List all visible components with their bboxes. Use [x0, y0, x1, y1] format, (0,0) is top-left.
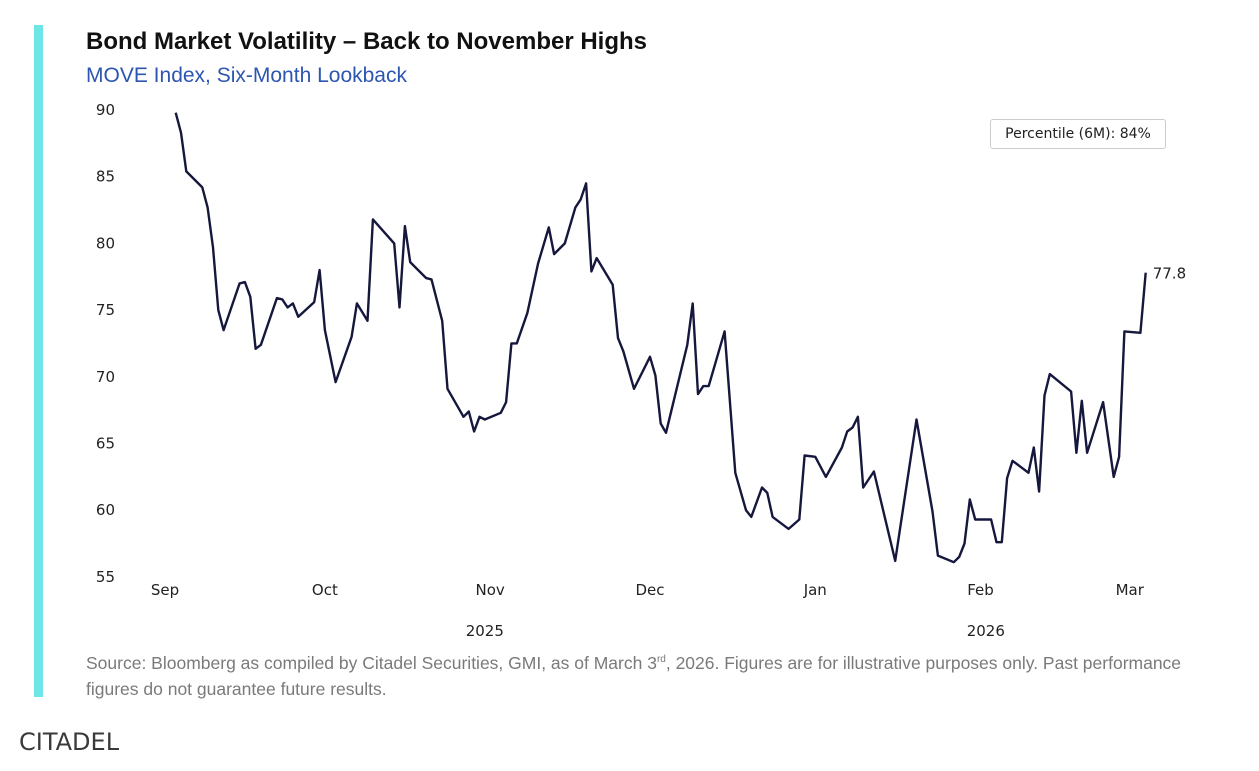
- y-tick-label: 70: [96, 368, 115, 386]
- y-tick-label: 65: [96, 435, 115, 453]
- accent-bar: [34, 25, 43, 697]
- x-tick-label: Mar: [1116, 581, 1145, 599]
- x-tick-label: Oct: [312, 581, 338, 599]
- y-tick-label: 60: [96, 501, 115, 519]
- y-axis: 55 60 65 70 75 80 85 90: [96, 101, 115, 586]
- source-text: Source: Bloomberg as compiled by Citadel…: [86, 652, 657, 673]
- chart-subtitle: MOVE Index, Six-Month Lookback: [86, 64, 407, 87]
- x-tick-label: Dec: [636, 581, 665, 599]
- year-labels: 2025 2026: [466, 622, 1005, 640]
- y-tick-label: 80: [96, 234, 115, 252]
- source-superscript: rd: [656, 654, 666, 665]
- x-tick-label: Sep: [151, 581, 179, 599]
- year-label: 2025: [466, 622, 504, 640]
- end-value-label: 77.8: [1153, 265, 1186, 283]
- x-tick-label: Nov: [475, 581, 504, 599]
- x-tick-label: Feb: [967, 581, 994, 599]
- y-tick-label: 75: [96, 301, 115, 319]
- source-text-rest: , 2026. Figures are for illustrative pur…: [86, 652, 1182, 699]
- citadel-logo: CITADEL: [19, 728, 120, 756]
- year-label: 2026: [967, 622, 1005, 640]
- percentile-legend: Percentile (6M): 84%: [990, 119, 1166, 149]
- x-axis: Sep Oct Nov Dec Jan Feb Mar: [151, 581, 1145, 599]
- source-note: Source: Bloomberg as compiled by Citadel…: [86, 647, 1216, 702]
- series-line-move-index: [174, 112, 1147, 564]
- x-tick-label: Jan: [803, 581, 827, 599]
- y-tick-label: 90: [96, 101, 115, 119]
- y-tick-label: 55: [96, 568, 115, 586]
- chart-title: Bond Market Volatility – Back to Novembe…: [86, 28, 648, 55]
- y-tick-label: 85: [96, 168, 115, 186]
